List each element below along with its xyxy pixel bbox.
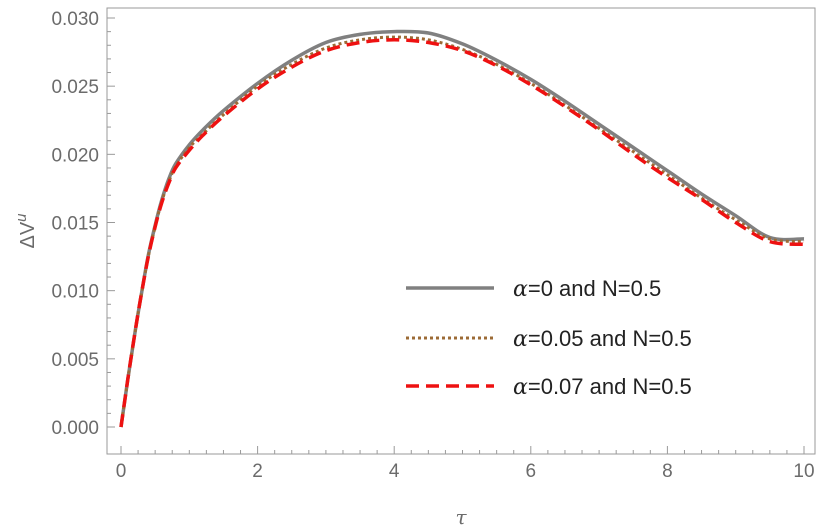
legend-label-symbol: α <box>513 327 528 352</box>
x-tick-label: 6 <box>526 461 537 482</box>
legend: α=0 and N=0.5α=0.05 and N=0.5α=0.07 and … <box>406 276 692 400</box>
x-axis-label: τ <box>455 505 467 529</box>
y-tick-label: 0.025 <box>51 77 99 98</box>
series-line-3 <box>119 38 805 428</box>
y-axis-ticks: 0.000 0.005 0.010 0.015 0.020 0.025 0.030 <box>51 9 115 439</box>
legend-label-2: α=0.05 and N=0.5 <box>513 326 692 352</box>
legend-label-3: α=0.07 and N=0.5 <box>513 374 692 400</box>
x-tick-label: 0 <box>116 461 127 482</box>
x-tick-label: 2 <box>252 461 263 482</box>
x-axis-ticks: 0 2 4 6 8 10 <box>116 446 815 482</box>
x-tick-label: 8 <box>662 461 673 482</box>
y-tick-label: 0.015 <box>51 214 99 235</box>
plot-frame <box>106 7 816 455</box>
y-axis-label-superscript: u <box>13 213 30 222</box>
series-lines <box>119 29 805 428</box>
y-axis-label-base: ΔV <box>17 221 39 248</box>
y-axis-label: ΔVu <box>13 213 39 249</box>
legend-label-text: =0.05 and N=0.5 <box>528 326 692 351</box>
y-tick-label: 0.020 <box>51 145 99 166</box>
y-tick-label: 0.030 <box>51 9 99 30</box>
y-tick-label: 0.000 <box>51 418 99 439</box>
series-line-1 <box>119 29 805 428</box>
legend-label-symbol: α <box>513 277 528 302</box>
x-tick-label: 4 <box>389 461 400 482</box>
legend-label-1: α=0 and N=0.5 <box>513 276 661 302</box>
legend-label-text: =0.07 and N=0.5 <box>528 374 692 399</box>
legend-label-symbol: α <box>513 375 528 400</box>
x-tick-label: 10 <box>793 461 814 482</box>
y-tick-label: 0.010 <box>51 282 99 303</box>
y-tick-label: 0.005 <box>51 350 99 371</box>
series-line-2 <box>119 35 805 428</box>
legend-label-text: =0 and N=0.5 <box>528 276 661 301</box>
